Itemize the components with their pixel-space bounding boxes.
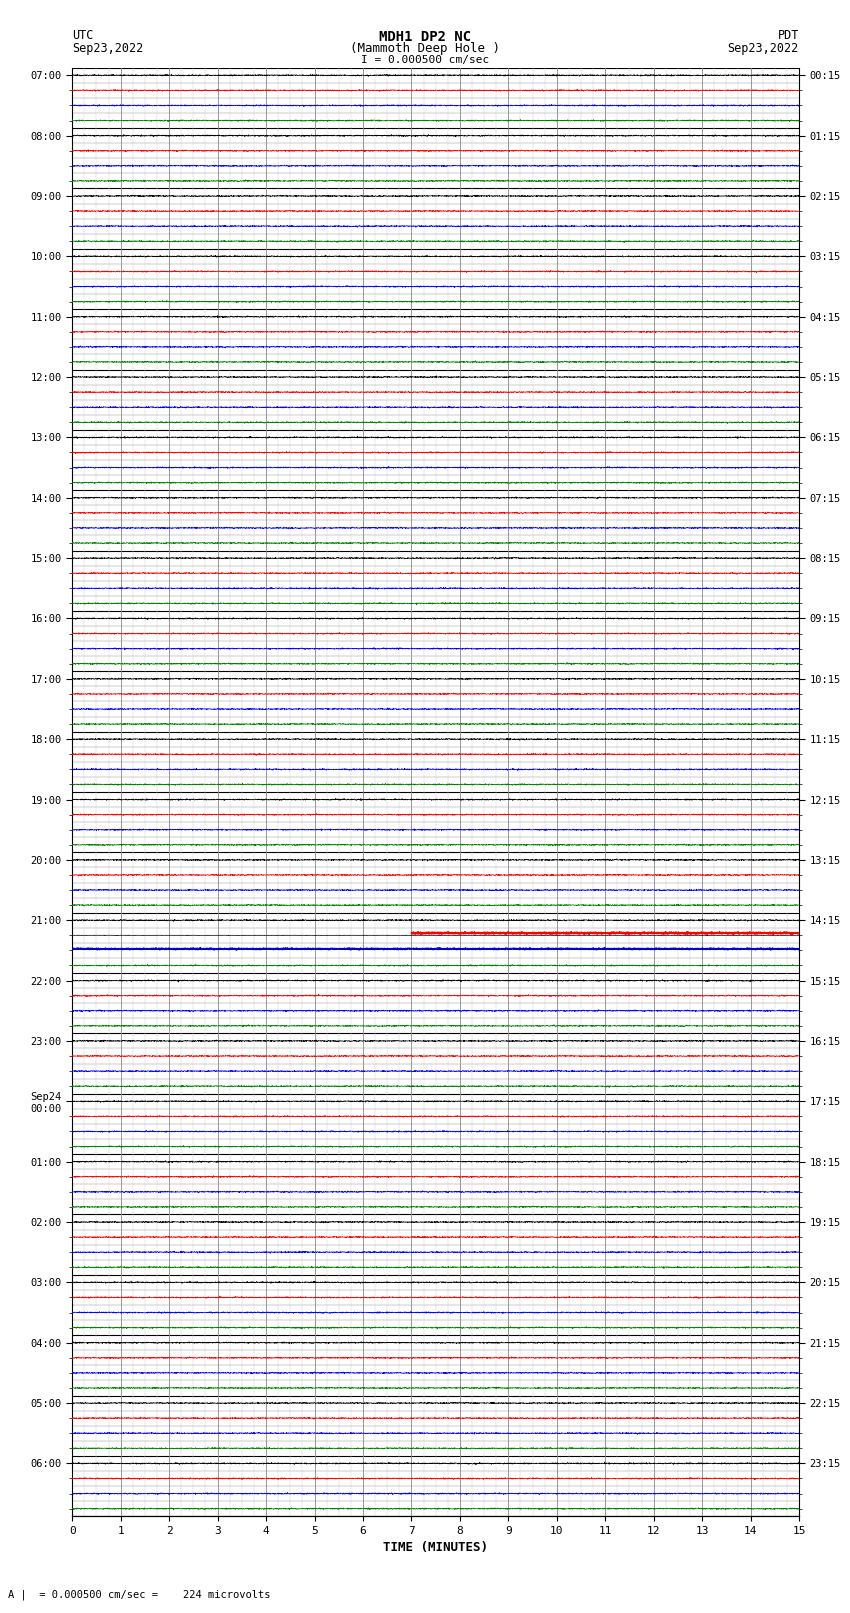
Text: UTC: UTC bbox=[72, 29, 94, 42]
Text: (Mammoth Deep Hole ): (Mammoth Deep Hole ) bbox=[350, 42, 500, 55]
Text: PDT: PDT bbox=[778, 29, 799, 42]
X-axis label: TIME (MINUTES): TIME (MINUTES) bbox=[383, 1542, 488, 1555]
Text: Sep23,2022: Sep23,2022 bbox=[728, 42, 799, 55]
Text: MDH1 DP2 NC: MDH1 DP2 NC bbox=[379, 31, 471, 44]
Text: A |  = 0.000500 cm/sec =    224 microvolts: A | = 0.000500 cm/sec = 224 microvolts bbox=[8, 1589, 271, 1600]
Text: Sep23,2022: Sep23,2022 bbox=[72, 42, 144, 55]
Text: I = 0.000500 cm/sec: I = 0.000500 cm/sec bbox=[361, 55, 489, 65]
